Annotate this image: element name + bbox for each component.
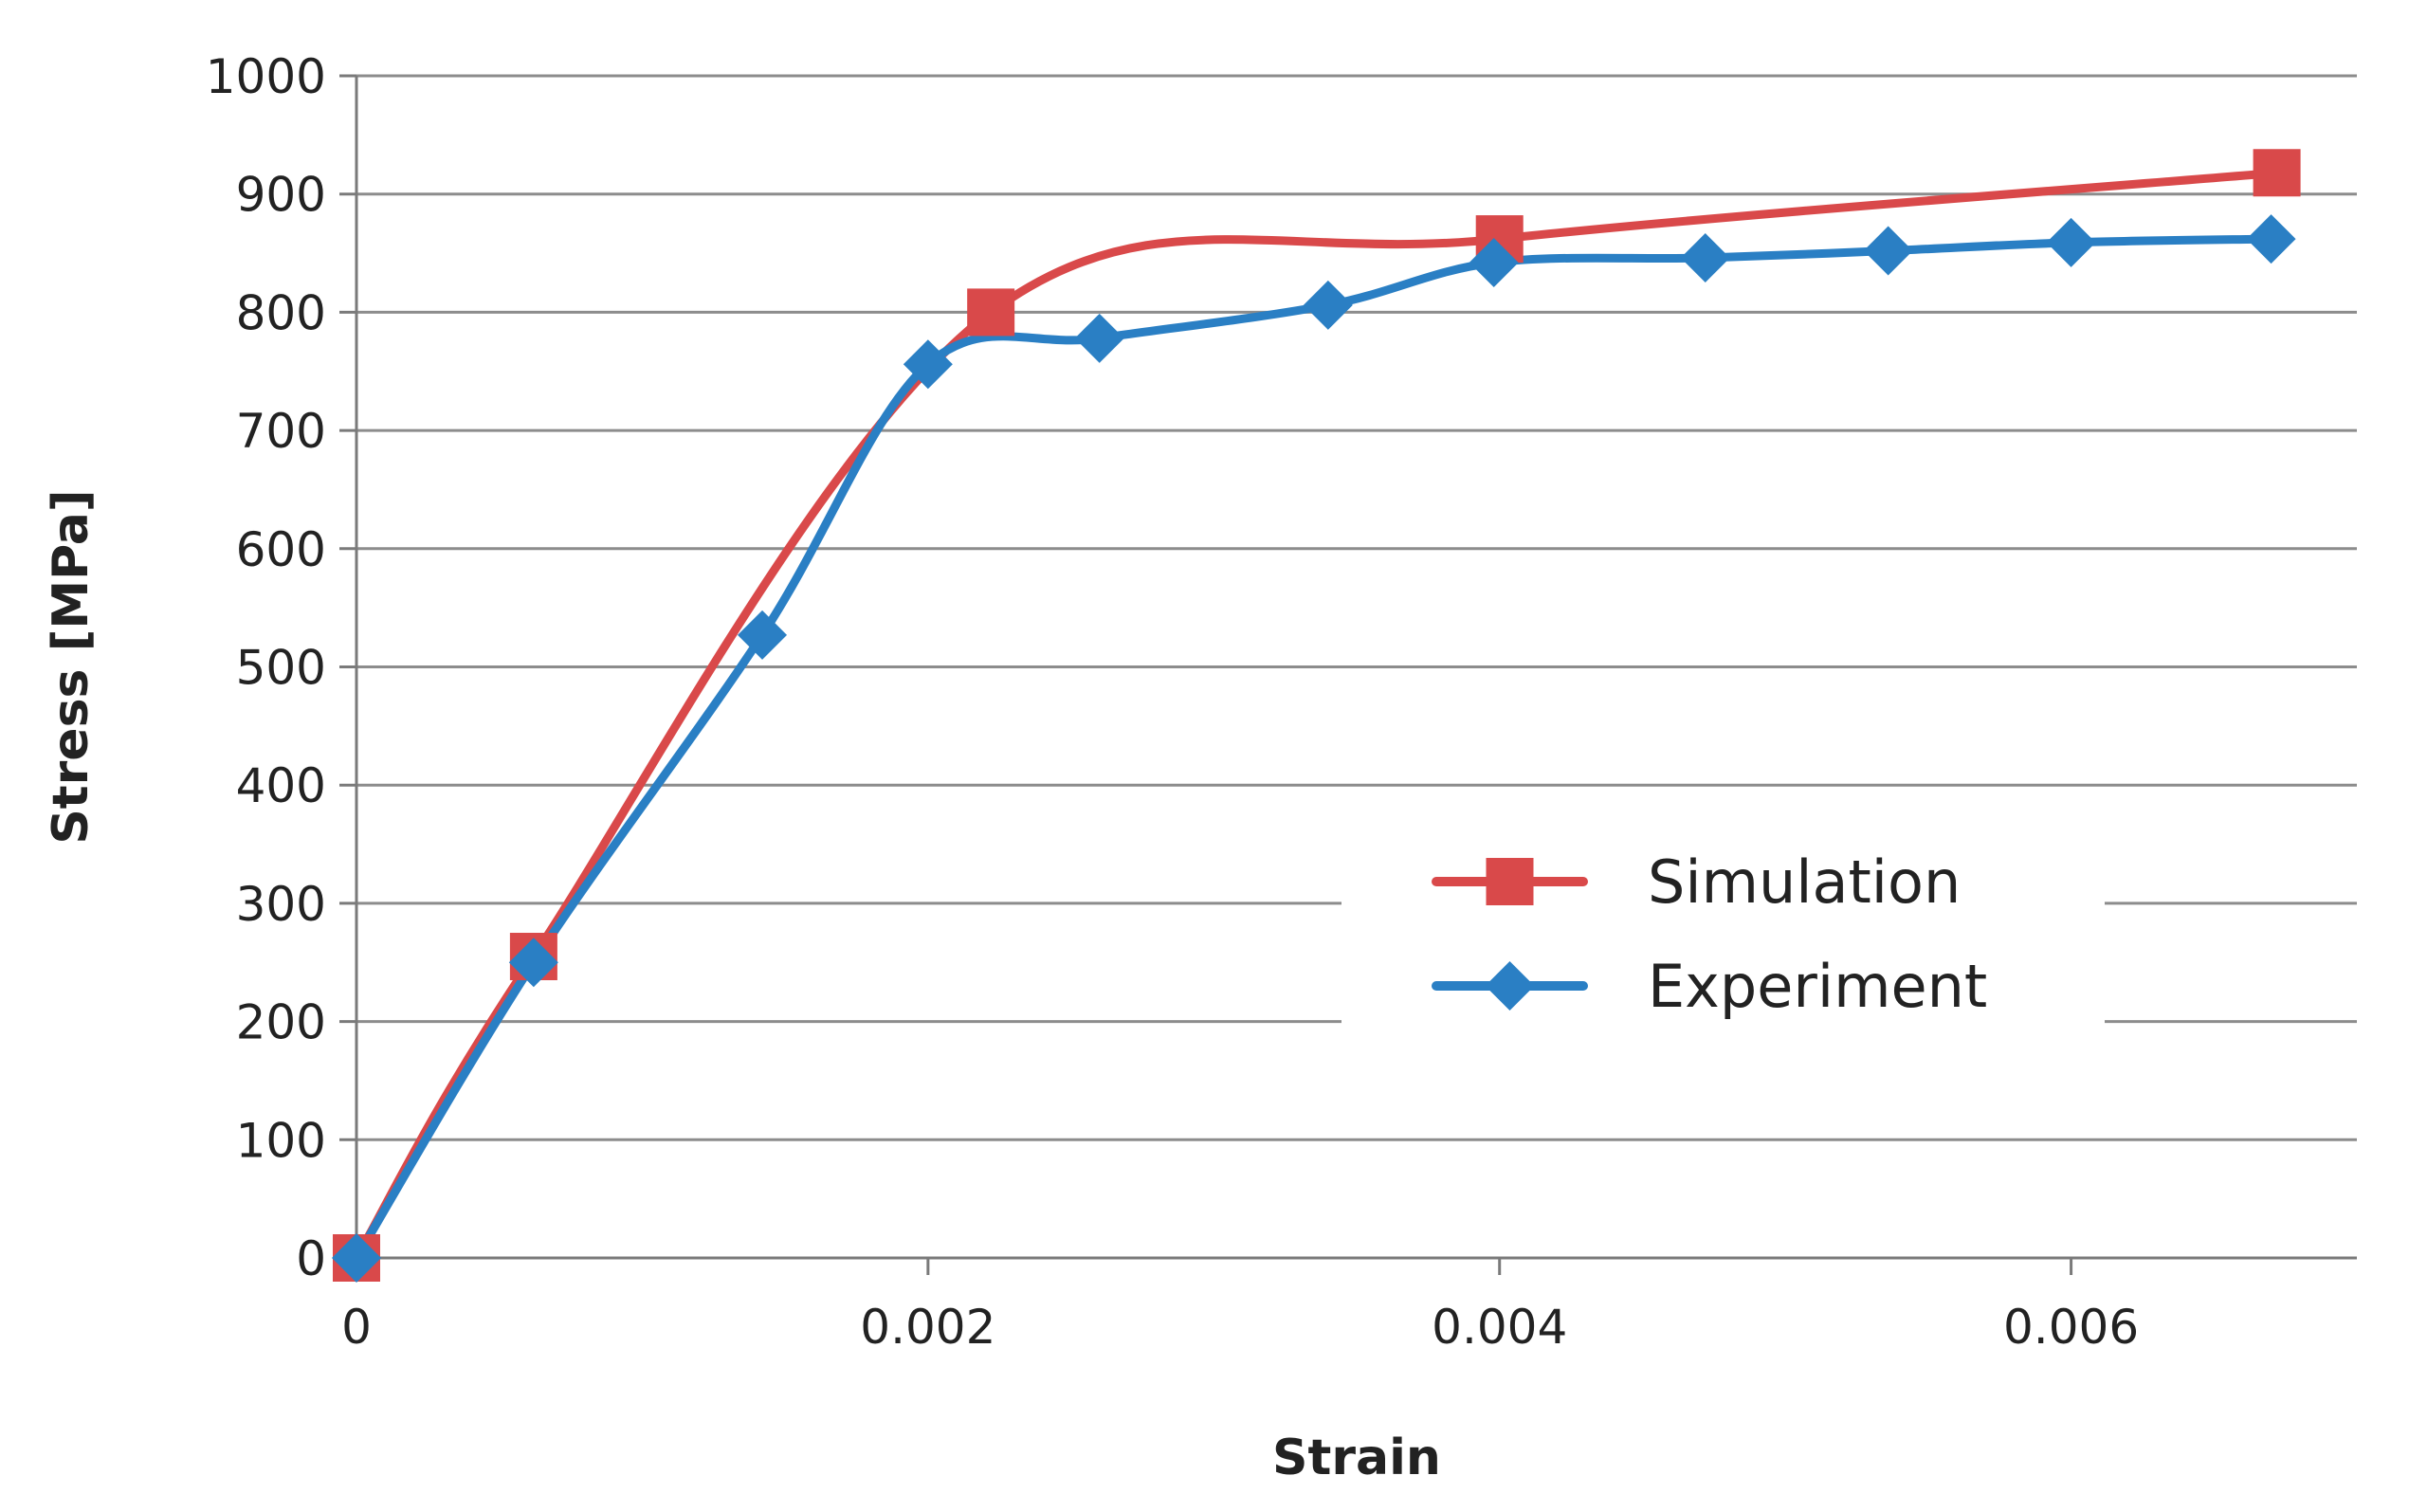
experiment-point-0 bbox=[332, 1233, 381, 1283]
experiment-point-9 bbox=[2046, 217, 2096, 267]
experiment-point-2 bbox=[738, 610, 788, 660]
x-axis-title: Strain bbox=[1272, 1430, 1441, 1486]
experiment-point-6 bbox=[1469, 238, 1519, 288]
series-markers bbox=[332, 149, 2301, 1283]
experiment-point-3 bbox=[903, 339, 953, 390]
x-tick-label-3: 0.006 bbox=[2003, 1300, 2139, 1355]
experiment-series-line bbox=[352, 234, 2276, 1263]
y-axis-title: Stress [MPa] bbox=[43, 489, 100, 844]
experiment-point-4 bbox=[1074, 313, 1124, 363]
experiment-point-8 bbox=[1863, 226, 1913, 276]
legend-experiment-label: Experiment bbox=[1648, 952, 1987, 1021]
axes bbox=[339, 74, 2357, 1275]
legend-simulation-marker bbox=[1486, 858, 1534, 905]
y-tick-label-400: 400 bbox=[236, 758, 326, 813]
y-tick-label-700: 700 bbox=[236, 404, 326, 459]
x-tick-label-0: 0 bbox=[341, 1300, 372, 1355]
simulation-point-2 bbox=[967, 288, 1015, 337]
series-lines bbox=[352, 168, 2282, 1263]
y-tick-label-1000: 1000 bbox=[206, 49, 326, 104]
x-tick-label-1: 0.002 bbox=[860, 1300, 995, 1355]
y-tick-label-300: 300 bbox=[236, 877, 326, 932]
legend-simulation-label: Simulation bbox=[1648, 847, 1961, 917]
experiment-point-10 bbox=[2246, 214, 2296, 264]
y-tick-label-900: 900 bbox=[236, 168, 326, 223]
y-tick-label-500: 500 bbox=[236, 641, 326, 696]
tick-labels: 0 100 200 300 400 500 600 700 800 900 1000 0 0.002 0.… bbox=[206, 49, 2139, 1355]
y-tick-label-600: 600 bbox=[236, 522, 326, 577]
y-tick-label-0: 0 bbox=[296, 1231, 326, 1286]
experiment-point-7 bbox=[1680, 233, 1730, 283]
y-tick-label-800: 800 bbox=[236, 285, 326, 340]
y-tick-label-200: 200 bbox=[236, 995, 326, 1050]
legend-experiment-marker bbox=[1485, 961, 1535, 1011]
x-tick-label-2: 0.004 bbox=[1432, 1300, 1567, 1355]
legend: Simulation Experiment bbox=[1432, 847, 1987, 1021]
experiment-point-1 bbox=[508, 938, 558, 988]
experiment-point-5 bbox=[1303, 280, 1353, 330]
simulation-series-line bbox=[352, 168, 2282, 1263]
y-tick-label-100: 100 bbox=[236, 1113, 326, 1168]
gridlines bbox=[356, 74, 2357, 1141]
simulation-point-4 bbox=[2253, 149, 2301, 197]
